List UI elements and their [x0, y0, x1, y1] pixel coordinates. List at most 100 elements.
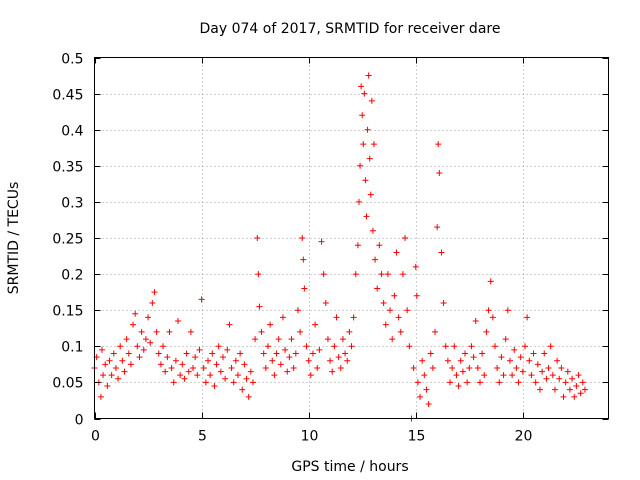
data-point: [292, 350, 299, 357]
data-point: [477, 379, 483, 386]
data-point: [534, 361, 541, 368]
data-point: [254, 235, 261, 241]
data-point: [309, 350, 316, 357]
data-point: [230, 379, 237, 386]
data-point: [110, 350, 117, 357]
x-tick-label: 0: [91, 429, 100, 445]
data-point: [202, 379, 209, 386]
data-point: [117, 343, 124, 350]
data-point: [168, 364, 175, 371]
data-point: [393, 249, 400, 256]
data-point: [123, 336, 130, 343]
data-point: [573, 383, 580, 390]
data-point: [245, 393, 252, 400]
data-point: [468, 343, 475, 350]
data-point: [444, 357, 451, 364]
data-point: [481, 372, 488, 379]
data-point: [277, 361, 284, 368]
data-point: [300, 256, 307, 263]
grid-lines: [94, 57, 609, 419]
data-point: [494, 364, 501, 371]
data-point: [234, 372, 241, 379]
data-point: [190, 364, 197, 371]
data-point: [413, 292, 420, 299]
data-point: [509, 372, 516, 379]
data-point: [282, 346, 289, 353]
data-point: [360, 141, 367, 148]
data-point: [327, 357, 334, 364]
data-point: [192, 354, 199, 361]
data-point: [504, 307, 511, 314]
axis-ticks: 0 0.05 0.1 0.15 0.2 0.25 0.3 0.35 0.4 0.45 0.5 0 5 10…: [52, 52, 609, 445]
data-point: [155, 350, 162, 357]
data-point: [363, 213, 370, 220]
data-point: [370, 141, 377, 148]
data-point: [425, 401, 432, 408]
y-tick-label: 0.3: [61, 196, 83, 212]
data-point: [279, 314, 286, 321]
data-point: [457, 357, 464, 364]
data-point: [397, 328, 404, 335]
data-point: [369, 227, 376, 234]
data-point: [269, 357, 276, 364]
data-point: [466, 364, 473, 371]
data-point: [299, 235, 306, 241]
data-point: [322, 299, 329, 306]
data-point: [545, 364, 552, 371]
data-point: [145, 314, 152, 321]
data-point: [164, 354, 171, 361]
data-point: [312, 321, 319, 328]
data-point: [324, 336, 331, 343]
data-point: [106, 357, 113, 364]
data-point: [346, 328, 353, 335]
data-point: [395, 314, 402, 321]
data-point: [102, 361, 109, 368]
data-point: [402, 235, 409, 241]
data-point: [521, 343, 528, 350]
y-tick-label: 0.1: [61, 340, 83, 356]
data-point: [384, 271, 391, 278]
data-point: [355, 198, 362, 205]
data-point: [526, 357, 533, 364]
data-point: [378, 271, 385, 278]
data-point: [100, 372, 107, 379]
data-point: [449, 364, 456, 371]
data-point: [196, 346, 203, 353]
data-point: [179, 361, 186, 368]
data-point: [267, 321, 274, 328]
data-point: [462, 350, 469, 357]
data-point: [98, 346, 105, 353]
data-point: [442, 343, 449, 350]
data-point: [364, 126, 371, 133]
data-point: [530, 350, 537, 357]
data-point: [575, 372, 582, 379]
data-point: [547, 343, 554, 350]
data-point: [470, 354, 477, 361]
data-point: [333, 314, 340, 321]
data-point: [187, 328, 194, 335]
data-point: [198, 296, 205, 303]
data-point: [511, 346, 518, 353]
data-point: [127, 361, 134, 368]
data-point: [134, 343, 141, 350]
y-tick-label: 0.35: [52, 160, 83, 176]
data-point: [579, 379, 586, 386]
data-point: [436, 170, 443, 177]
data-point: [166, 328, 173, 335]
data-point: [558, 364, 565, 371]
data-point: [138, 328, 145, 335]
data-point: [162, 368, 169, 375]
data-point: [491, 343, 498, 350]
data-point: [200, 364, 207, 371]
data-point: [344, 357, 351, 364]
data-point: [489, 314, 496, 321]
data-point: [211, 383, 218, 390]
data-point: [209, 350, 216, 357]
data-point: [367, 191, 374, 198]
data-point: [237, 350, 244, 357]
data-point: [252, 336, 259, 343]
data-point: [205, 357, 212, 364]
data-point: [224, 346, 231, 353]
data-point: [391, 292, 398, 299]
data-point: [389, 336, 396, 343]
